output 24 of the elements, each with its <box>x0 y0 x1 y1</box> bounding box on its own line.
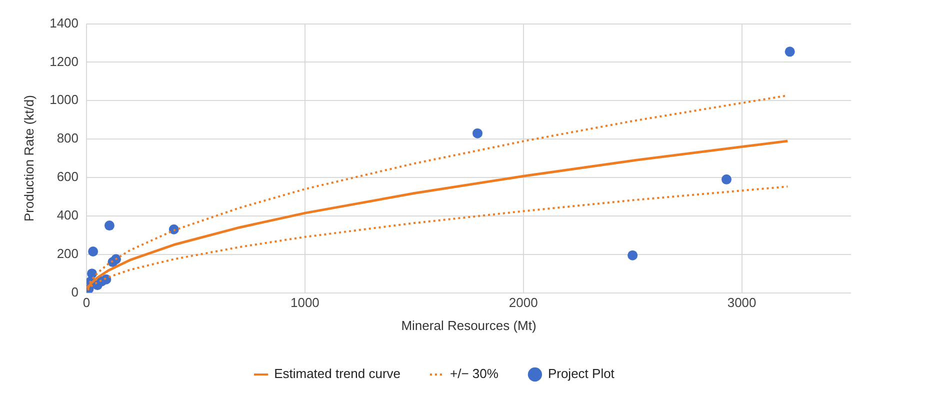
x-tick-label: 0 <box>82 295 90 310</box>
y-tick-label: 1200 <box>50 54 79 69</box>
point <box>104 220 114 231</box>
y-tick-label: 800 <box>56 130 79 146</box>
point <box>168 224 179 234</box>
y-tick-label: 1000 <box>50 92 79 108</box>
y-tick-label: 1400 <box>50 15 79 30</box>
x-axis-title: Mineral Resources (Mt) <box>401 318 536 333</box>
point <box>472 128 482 138</box>
legend-label: +/− 30% <box>450 366 499 382</box>
y-tick-label: 0 <box>71 284 79 300</box>
legend-label: Estimated trend curve <box>274 366 401 382</box>
point <box>628 250 638 260</box>
x-tick-label: 1000 <box>290 295 320 310</box>
point <box>784 46 795 57</box>
x-tick-label: 2000 <box>508 295 538 310</box>
y-tick-label: 600 <box>56 169 79 184</box>
y-tick-label: 400 <box>56 208 79 223</box>
point <box>722 174 732 184</box>
legend-label: Project Plot <box>548 366 615 382</box>
y-tick-label: 200 <box>56 246 79 261</box>
point <box>88 246 98 256</box>
x-tick-label: 3000 <box>727 295 756 310</box>
y-axis-title: Production Rate (kt/d) <box>21 95 36 222</box>
